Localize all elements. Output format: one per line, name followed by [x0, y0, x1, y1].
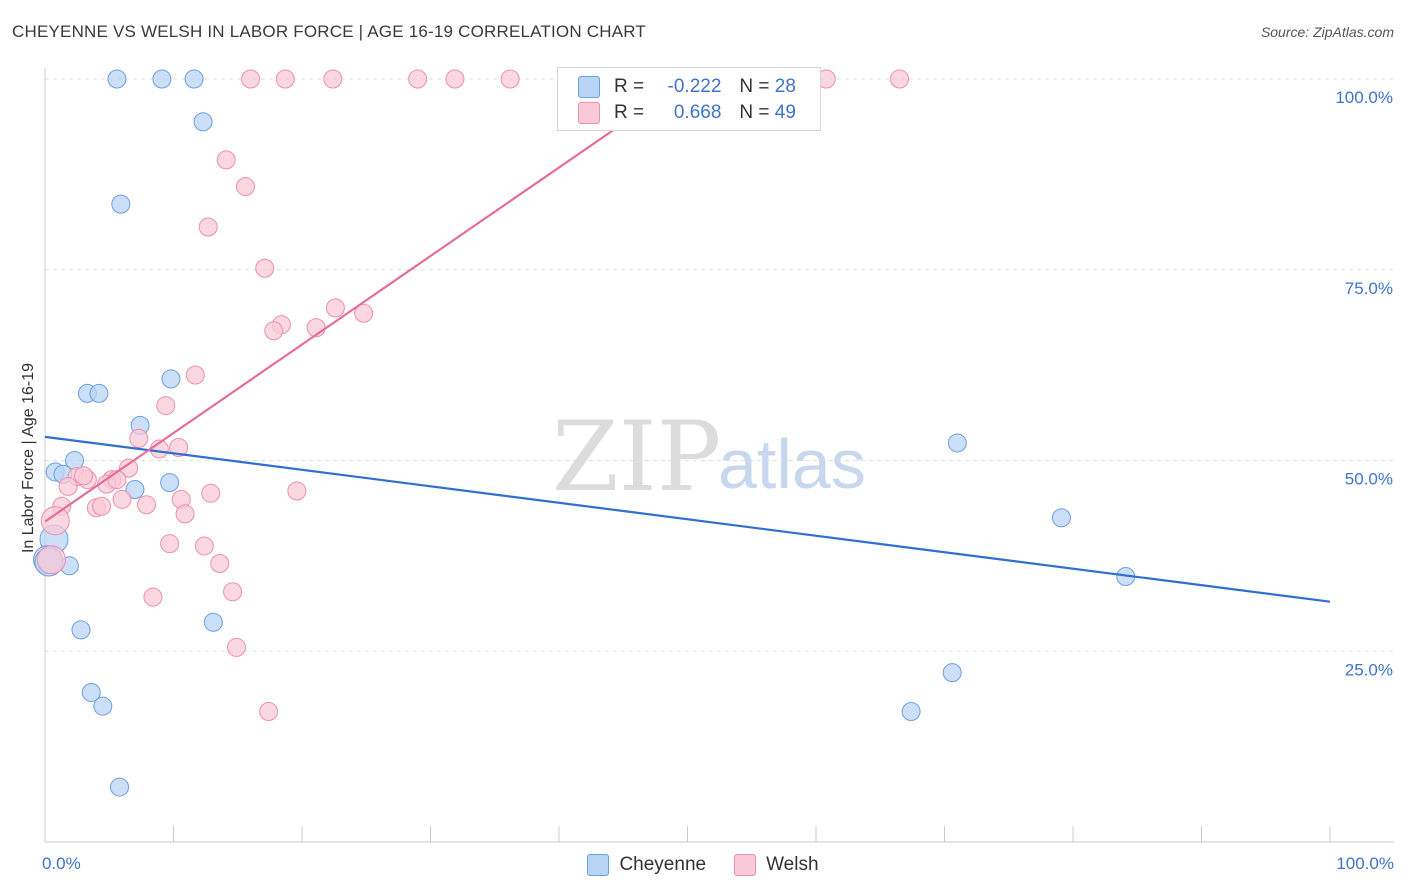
- legend-label-cheyenne: Cheyenne: [619, 854, 707, 875]
- welsh-point-35: [137, 495, 157, 515]
- cheyenne-point-21: [110, 777, 130, 797]
- welsh-point-38: [40, 506, 70, 536]
- cheyenne-point-20: [93, 696, 113, 716]
- welsh-point-4: [445, 69, 465, 89]
- legend-row-welsh: R = 0.668 N = 49: [578, 101, 796, 125]
- welsh-point-19: [156, 396, 176, 416]
- legend-item-cheyenne[interactable]: Cheyenne: [587, 854, 706, 876]
- welsh-point-20: [129, 428, 149, 448]
- cheyenne-point-24: [1051, 508, 1071, 528]
- welsh-point-39: [160, 534, 180, 554]
- welsh-point-8: [890, 69, 910, 89]
- series-legend: Cheyenne Welsh: [0, 851, 1406, 879]
- cheyenne-point-23: [942, 663, 962, 683]
- welsh-point-3: [408, 69, 428, 89]
- welsh-point-2: [323, 69, 343, 89]
- y-tick-label-100: 100.0%: [1335, 88, 1393, 107]
- welsh-point-21: [169, 438, 189, 458]
- welsh-point-41: [210, 554, 230, 574]
- cheyenne-point-2: [184, 69, 204, 89]
- welsh-point-30: [287, 481, 307, 501]
- cheyenne-point-3: [193, 112, 213, 132]
- welsh-point-40: [194, 536, 214, 556]
- cheyenne-point-1: [152, 69, 172, 89]
- axis-layer: [44, 68, 1394, 843]
- cheyenne-trend-line: [44, 435, 1331, 603]
- welsh-point-16: [264, 321, 284, 341]
- welsh-point-42: [36, 545, 66, 575]
- n-value: 28: [774, 76, 796, 97]
- legend-item-welsh[interactable]: Welsh: [734, 854, 819, 876]
- welsh-point-27: [58, 476, 78, 496]
- welsh-point-10: [235, 177, 255, 197]
- cheyenne-swatch: [578, 76, 600, 98]
- y-tick-label-50: 50.0%: [1345, 470, 1393, 489]
- r-value: 0.668: [673, 102, 722, 123]
- welsh-point-5: [500, 69, 520, 89]
- watermark: ZIP atlas: [552, 401, 866, 513]
- welsh-point-18: [185, 365, 205, 385]
- welsh-point-9: [216, 150, 236, 170]
- welsh-point-46: [259, 702, 279, 722]
- legend-row-cheyenne: R = -0.222 N = 28: [578, 75, 796, 99]
- y-tick-label-75: 75.0%: [1345, 279, 1393, 298]
- welsh-point-36: [92, 496, 112, 516]
- cheyenne-point-26: [947, 433, 967, 453]
- n-label: N =: [739, 102, 770, 123]
- x-tick-label-min: 0.0%: [42, 854, 81, 873]
- welsh-point-11: [198, 217, 218, 237]
- source-label: Source: ZipAtlas.com: [1260, 24, 1394, 40]
- cheyenne-legend-swatch: [587, 854, 610, 876]
- cheyenne-point-12: [160, 473, 180, 493]
- welsh-swatch: [578, 102, 600, 124]
- cheyenne-point-5: [161, 369, 181, 389]
- welsh-point-0: [241, 69, 261, 89]
- welsh-legend-swatch: [734, 854, 757, 876]
- welsh-point-1: [275, 69, 295, 89]
- r-label: R =: [614, 76, 645, 97]
- welsh-trend-line: [44, 78, 689, 523]
- cheyenne-point-13: [125, 479, 145, 499]
- welsh-point-29: [201, 483, 221, 503]
- y-tick-label-25: 25.0%: [1345, 660, 1393, 679]
- r-value: -0.222: [667, 76, 722, 97]
- chart-title: CHEYENNE VS WELSH IN LABOR FORCE | AGE 1…: [12, 22, 646, 41]
- labels-layer: In Labor Force | Age 16-19 0.0% 100.0% 2…: [20, 88, 1394, 873]
- watermark-atlas: atlas: [718, 425, 866, 503]
- n-label: N =: [739, 76, 770, 97]
- y-axis-label: In Labor Force | Age 16-19: [20, 363, 37, 553]
- legend-label-welsh: Welsh: [766, 854, 819, 875]
- welsh-point-12: [255, 258, 275, 278]
- cheyenne-point-7: [89, 383, 109, 403]
- trend-layer: [44, 78, 1331, 603]
- cheyenne-point-19: [81, 682, 101, 702]
- x-tick-label-max: 100.0%: [1336, 854, 1394, 873]
- n-value: 49: [774, 102, 796, 123]
- cheyenne-point-4: [111, 194, 131, 214]
- correlation-legend: R = -0.222 N = 28 R = 0.668 N = 49: [557, 67, 821, 131]
- r-label: R =: [614, 102, 645, 123]
- welsh-point-14: [354, 303, 374, 323]
- welsh-point-44: [143, 587, 163, 607]
- cheyenne-point-22: [901, 702, 921, 722]
- welsh-point-37: [175, 504, 195, 524]
- cheyenne-point-18: [71, 620, 91, 640]
- welsh-point-13: [325, 298, 345, 318]
- welsh-point-31: [112, 489, 132, 509]
- cheyenne-point-0: [107, 69, 127, 89]
- grid-layer: [45, 78, 1394, 652]
- watermark-zip: ZIP: [552, 401, 721, 513]
- welsh-point-23: [119, 458, 139, 478]
- points-layer: [33, 69, 1136, 797]
- cheyenne-point-17: [203, 612, 223, 632]
- welsh-point-45: [226, 637, 246, 657]
- welsh-point-43: [223, 582, 243, 602]
- welsh-point-48: [74, 466, 94, 486]
